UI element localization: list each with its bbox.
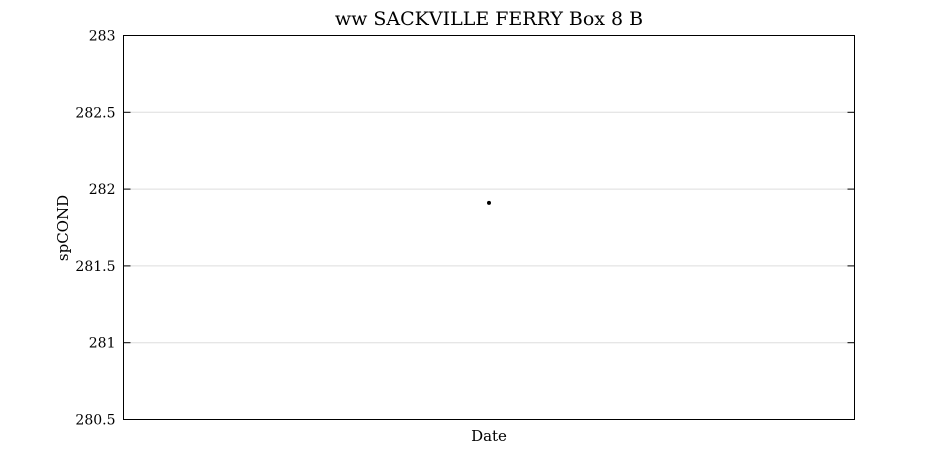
y-tick-label: 281 [89,336,116,352]
x-axis-label: Date [471,427,507,445]
plot-area-frame [123,35,855,420]
chart-title: ww SACKVILLE FERRY Box 8 B [335,8,643,30]
y-tick-label: 281.5 [75,259,115,275]
y-axis: 280.5 281 281.5 282 282.5 283 [75,29,855,429]
y-tick-label: 282 [89,182,116,198]
y-tick-label: 280.5 [75,413,115,429]
y-tick-label: 283 [89,29,116,45]
data-points [487,200,491,205]
y-axis-label: spCOND [54,195,72,261]
data-point [487,200,491,205]
y-tick-label: 282.5 [75,105,115,121]
grid-lines [123,111,855,344]
